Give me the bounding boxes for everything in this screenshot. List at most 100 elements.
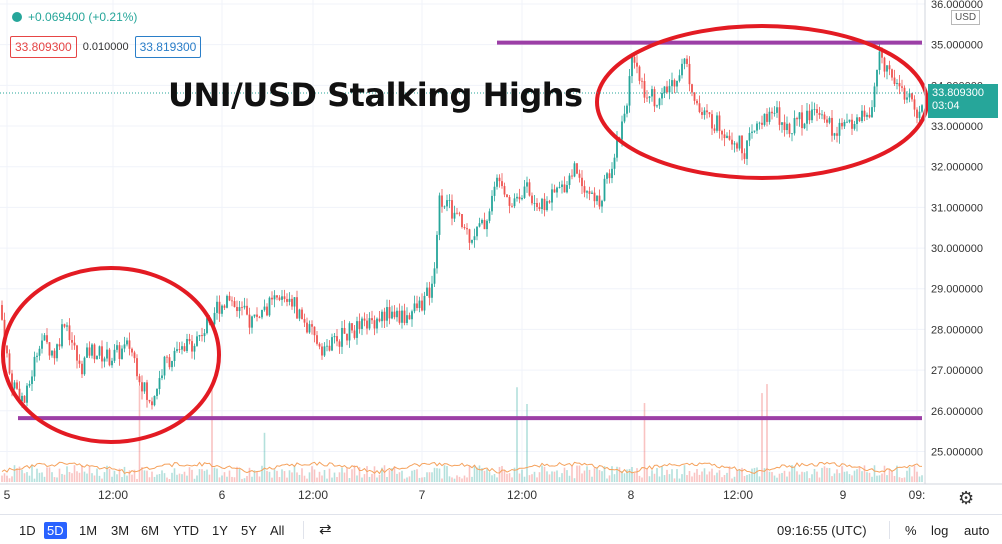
candle-body xyxy=(503,186,506,195)
candle-body xyxy=(193,345,196,352)
candle-body xyxy=(876,69,878,87)
range-all[interactable]: All xyxy=(270,523,285,538)
candle-body xyxy=(776,107,778,113)
volume-bar xyxy=(748,474,751,482)
volume-bar xyxy=(663,475,666,482)
volume-bar xyxy=(543,466,546,482)
volume-bar xyxy=(376,477,378,482)
volume-bar xyxy=(546,471,548,482)
chart-svg[interactable]: 36.00000035.00000034.00000033.00000032.0… xyxy=(0,0,1002,514)
volume-bar xyxy=(166,477,168,482)
volume-bar xyxy=(291,472,293,482)
volume-bar xyxy=(471,476,473,482)
volume-bar xyxy=(758,476,761,482)
candle-body xyxy=(721,130,723,135)
candle-body xyxy=(591,192,593,194)
utc-clock[interactable]: 09:16:55 (UTC) xyxy=(777,523,867,538)
volume-bar xyxy=(593,468,596,482)
volume-bar xyxy=(618,467,621,482)
candle-body xyxy=(531,195,533,204)
candle-body xyxy=(823,114,826,120)
candle-body xyxy=(316,335,318,344)
candle-body xyxy=(866,114,868,117)
candle-body xyxy=(358,321,361,329)
candle-body xyxy=(598,195,601,207)
volume-bar xyxy=(178,473,181,482)
range-5y[interactable]: 5Y xyxy=(241,523,257,538)
volume-bar xyxy=(201,469,203,482)
volume-bar xyxy=(113,470,116,482)
volume-bar xyxy=(673,478,676,482)
range-1m[interactable]: 1M xyxy=(79,523,98,538)
date-range-icon[interactable]: ⇄ xyxy=(319,521,332,538)
volume-bar xyxy=(31,465,33,482)
auto-toggle[interactable]: auto xyxy=(964,523,990,538)
candle-body xyxy=(586,191,588,193)
volume-bar xyxy=(406,477,408,482)
volume-bar xyxy=(836,469,838,482)
volume-bar xyxy=(508,473,511,482)
volume-bar xyxy=(228,470,231,482)
price-tick-label: 26.000000 xyxy=(931,406,983,418)
range-6m[interactable]: 6M xyxy=(141,523,160,538)
volume-bar xyxy=(371,473,373,482)
candle-body xyxy=(583,186,586,193)
volume-bar xyxy=(601,471,603,482)
candle-body xyxy=(213,312,216,325)
volume-bar xyxy=(911,476,913,482)
volume-bar xyxy=(53,477,56,482)
volume-bar xyxy=(248,467,251,482)
range-1d[interactable]: 1D xyxy=(19,523,36,538)
sell-button[interactable]: 33.809300 xyxy=(10,36,77,58)
volume-bar xyxy=(211,389,213,482)
candle-body xyxy=(836,133,838,136)
range-1y[interactable]: 1Y xyxy=(212,523,228,538)
range-ytd[interactable]: YTD xyxy=(173,523,199,538)
candle-body xyxy=(306,322,308,333)
candle-body xyxy=(498,177,501,182)
range-3m[interactable]: 3M xyxy=(111,523,130,538)
candle-body xyxy=(76,345,78,361)
candle-body xyxy=(723,134,726,139)
volume-bar xyxy=(351,469,353,482)
volume-bar xyxy=(278,477,281,482)
candle-body xyxy=(216,301,218,313)
toolbar-divider xyxy=(303,521,304,539)
volume-bar xyxy=(411,470,413,482)
volume-bar xyxy=(258,476,261,482)
time-axis[interactable]: 5 12:00 6 12:00 7 12:00 8 12:00 9 09: xyxy=(4,488,926,502)
price-axis[interactable]: 36.00000035.00000034.00000033.00000032.0… xyxy=(931,0,983,458)
candle-body xyxy=(768,111,771,122)
buy-button[interactable]: 33.819300 xyxy=(134,36,202,58)
log-toggle[interactable]: log xyxy=(931,523,949,538)
candle-body xyxy=(673,80,676,87)
volume-bar xyxy=(731,478,733,482)
volume-bar xyxy=(788,471,791,482)
candle-body xyxy=(831,117,833,136)
volume-bar xyxy=(616,466,618,482)
volume-bar xyxy=(606,478,608,482)
time-tick-label: 5 xyxy=(4,488,11,502)
candle-body xyxy=(821,114,823,116)
range-5d[interactable]: 5D xyxy=(44,522,67,539)
volume-bar xyxy=(576,465,578,482)
candle-body xyxy=(458,213,461,215)
candle-body xyxy=(131,348,133,353)
volume-bar xyxy=(756,467,758,482)
candle-body xyxy=(466,228,468,230)
candle-body xyxy=(278,297,281,300)
candle-body xyxy=(728,135,731,140)
volume-bar xyxy=(46,467,48,482)
percent-toggle[interactable]: % xyxy=(905,523,917,538)
volume-bar xyxy=(96,468,98,482)
volume-bar xyxy=(521,469,523,482)
candle-body xyxy=(236,306,238,312)
volume-bar xyxy=(336,477,338,482)
candle-body xyxy=(248,314,251,328)
volume-bar xyxy=(551,471,553,482)
volume-bar xyxy=(841,466,843,482)
gear-icon[interactable]: ⚙ xyxy=(958,488,975,508)
volume-bar xyxy=(501,465,503,482)
volume-bar xyxy=(428,472,431,482)
volume-bar xyxy=(48,467,51,482)
